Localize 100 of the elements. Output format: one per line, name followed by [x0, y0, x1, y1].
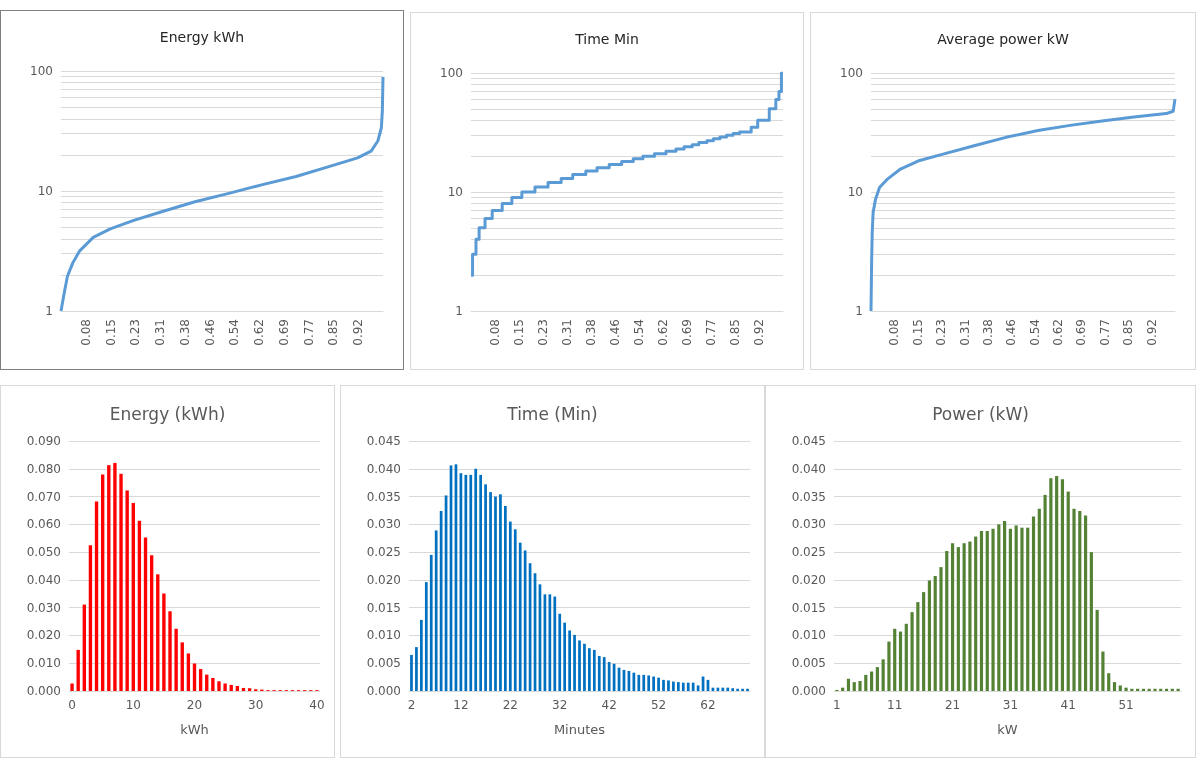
- bar: [241, 687, 246, 691]
- bar: [846, 678, 851, 691]
- x-tick-label: 42: [601, 698, 617, 712]
- y-tick-label: 0.040: [791, 461, 826, 476]
- y-tick-label: 0.060: [26, 517, 61, 532]
- y-tick-label: 0.035: [366, 489, 401, 504]
- x-tick-label: 0.77: [301, 319, 316, 346]
- chart-title: Average power kW: [937, 31, 1069, 47]
- x-tick-label: 0.62: [252, 319, 267, 346]
- bar: [1124, 687, 1128, 691]
- x-tick-label: 0.23: [536, 319, 551, 346]
- bar: [956, 547, 960, 691]
- x-tick-label: 0.54: [632, 319, 647, 346]
- y-tick-label: 0.070: [26, 489, 61, 504]
- x-tick-label: 0.23: [128, 319, 143, 346]
- bar: [1055, 476, 1059, 691]
- bar: [597, 656, 601, 691]
- bar: [558, 613, 562, 691]
- bar: [1112, 682, 1117, 691]
- bar: [1060, 479, 1065, 691]
- bar: [70, 683, 74, 691]
- y-tick-label: 1: [455, 304, 463, 318]
- y-tick-label: 0.045: [791, 434, 826, 448]
- bar: [602, 657, 606, 691]
- bar: [686, 682, 690, 691]
- x-tick-label: 0.69: [680, 319, 694, 346]
- bar: [504, 506, 507, 691]
- x-tick-label: 0.15: [103, 319, 118, 346]
- bar: [676, 682, 680, 691]
- bar: [642, 674, 646, 691]
- y-tick-label: 0.015: [366, 600, 401, 615]
- y-tick-label: 0.035: [791, 489, 826, 504]
- x-tick-label: 0.23: [934, 319, 949, 346]
- bar: [1008, 528, 1012, 691]
- bar: [474, 468, 478, 691]
- y-tick-label: 0.005: [366, 656, 401, 671]
- bar: [583, 643, 586, 691]
- x-tick-label: 0.15: [511, 319, 526, 346]
- x-tick-label: 30: [248, 698, 264, 712]
- bar: [1118, 685, 1122, 691]
- bar: [499, 494, 502, 691]
- bar: [893, 628, 897, 691]
- bar: [637, 674, 641, 691]
- x-tick-label: 0.62: [1051, 319, 1066, 346]
- bar: [662, 679, 665, 691]
- bar: [518, 542, 522, 691]
- bar: [1031, 516, 1036, 691]
- x-tick-label: 0.69: [1074, 319, 1089, 346]
- bar: [168, 611, 172, 691]
- chart-title: Energy (kWh): [109, 403, 226, 424]
- bar: [881, 659, 885, 691]
- bar: [479, 474, 483, 691]
- bar: [1003, 521, 1007, 691]
- bar: [1049, 478, 1053, 691]
- y-tick-label: 10: [847, 185, 863, 199]
- bar: [904, 623, 908, 691]
- x-tick-label: 11: [887, 698, 903, 712]
- x-axis-title: kWh: [180, 722, 209, 737]
- bar: [607, 662, 611, 691]
- y-tick-label: 0.050: [26, 545, 61, 560]
- x-tick-label: 0: [68, 698, 76, 712]
- x-tick-label: 10: [125, 698, 141, 712]
- x-tick-label: 0.77: [703, 319, 718, 346]
- y-tick-label: 100: [840, 66, 863, 80]
- bar: [991, 528, 995, 691]
- bar: [852, 682, 856, 691]
- bar: [681, 682, 685, 691]
- x-tick-label: 0.92: [752, 319, 767, 346]
- bar: [484, 484, 487, 691]
- x-tick-label: 0.46: [1004, 319, 1019, 346]
- bar: [508, 521, 512, 691]
- x-tick-label: 0.85: [1121, 319, 1136, 346]
- x-tick-label: 31: [1002, 698, 1019, 712]
- x-tick-label: 52: [650, 698, 667, 712]
- bar: [858, 681, 862, 691]
- bar: [1078, 511, 1082, 691]
- bar: [721, 687, 725, 691]
- x-tick-label: 62: [700, 698, 716, 712]
- y-tick-label: 100: [440, 66, 463, 80]
- y-tick-label: 0.030: [26, 600, 61, 615]
- bar: [464, 474, 468, 691]
- y-tick-label: 0.040: [366, 461, 401, 476]
- bar: [494, 496, 497, 691]
- bar: [410, 654, 413, 691]
- x-tick-label: 22: [502, 698, 518, 712]
- bar: [113, 462, 117, 691]
- x-tick-label: 0.08: [887, 319, 902, 346]
- x-tick-label: 32: [552, 698, 568, 712]
- x-tick-label: 51: [1118, 698, 1134, 712]
- bar: [950, 543, 955, 691]
- bar: [1095, 609, 1099, 691]
- bar: [434, 530, 438, 691]
- bar: [741, 688, 744, 691]
- bar: [429, 554, 433, 691]
- bar: [979, 531, 984, 691]
- y-tick-label: 0.020: [26, 628, 61, 643]
- bar: [985, 531, 989, 691]
- bar: [1089, 552, 1093, 691]
- bar: [1083, 515, 1088, 691]
- x-axis-title: Minutes: [553, 722, 606, 737]
